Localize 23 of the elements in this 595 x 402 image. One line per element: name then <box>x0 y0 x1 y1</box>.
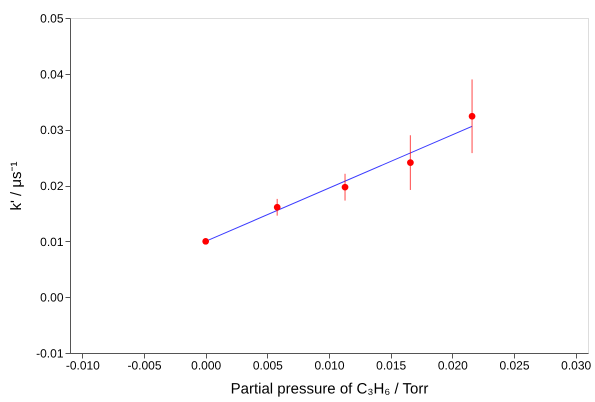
y-tick-label: 0.05 <box>40 12 64 26</box>
x-tick-label: 0.005 <box>252 358 284 372</box>
y-tick-label: 0.01 <box>40 234 64 249</box>
x-tick-label: 0.020 <box>438 358 468 372</box>
point <box>407 159 414 166</box>
point <box>468 112 476 120</box>
y-axis-title: k' / μs⁻¹ <box>8 161 26 211</box>
y-tick-label: 0.04 <box>40 67 64 82</box>
x-tick-label: 0.000 <box>191 358 222 372</box>
point <box>342 184 348 191</box>
y-tick-label: 0.02 <box>40 179 64 193</box>
x-axis-title: Partial pressure of C₃H₆ / Torr <box>230 380 428 398</box>
point <box>274 204 281 211</box>
x-tick-label: 0.010 <box>314 358 345 372</box>
point <box>202 238 210 245</box>
y-tick-label: 0.03 <box>40 123 64 138</box>
y-tick-label: 0.00 <box>40 290 64 305</box>
x-tick-label: -0.010 <box>66 358 100 372</box>
x-tick-label: 0.015 <box>376 358 407 372</box>
y-tick-label: -0.01 <box>36 346 64 360</box>
x-tick-label: -0.005 <box>127 358 162 372</box>
x-tick-label: 0.030 <box>561 358 592 372</box>
x-tick-label: 0.025 <box>499 358 530 372</box>
